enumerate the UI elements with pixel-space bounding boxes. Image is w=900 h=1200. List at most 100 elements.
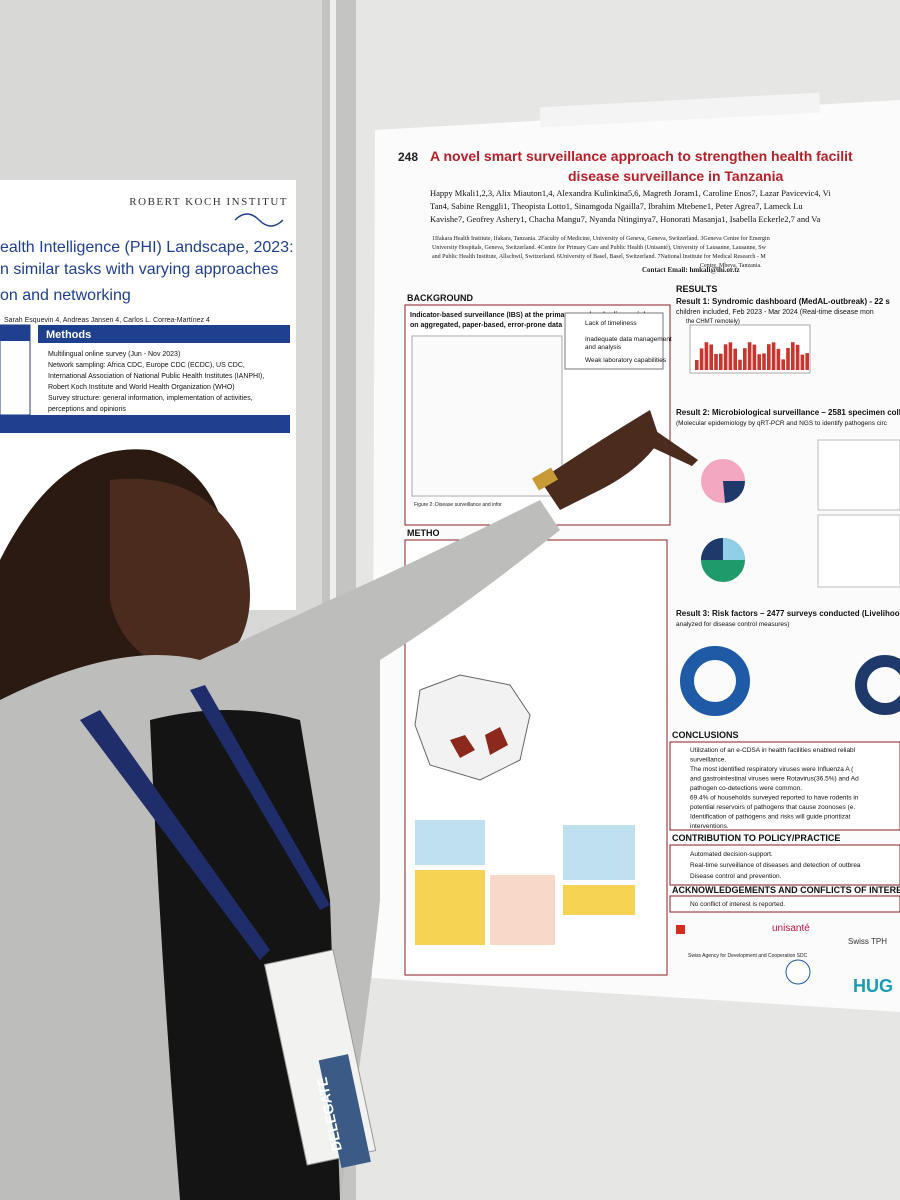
bar-chart (817, 514, 900, 588)
bar-chart (817, 439, 900, 511)
list-line: Tan4, Sabine Renggli1, Theopista Lotto1,… (430, 201, 803, 211)
issue: Lack of timeliness (585, 320, 637, 327)
list-line: Happy Mkali1,2,3, Alix Miauton1,4, Alexa… (430, 188, 831, 198)
conclusions-box (669, 741, 900, 831)
ack-list: No conflict of interest is reported. (690, 901, 785, 908)
logo-seal (785, 959, 811, 985)
list-line: Automated decision-support. (690, 851, 773, 858)
ack-box (669, 895, 900, 913)
poster-title: A novel smart surveillance approach to s… (430, 148, 853, 164)
dashboard-bar (699, 348, 704, 370)
poster-title: disease surveillance in Tanzania (568, 168, 783, 184)
background-intro: Indicator-based surveillance (IBS) at th… (410, 312, 649, 319)
list-line: No conflict of interest is reported. (690, 901, 785, 908)
dashboard-bar (714, 353, 718, 370)
list-line: International Association of National Pu… (48, 373, 264, 380)
dashboard-bar (786, 347, 790, 370)
institute: ROBERT KOCH INSTITUT (129, 196, 288, 208)
section-heading: METHO (407, 528, 440, 538)
tape (539, 92, 821, 128)
list-line: Survey structure: general information, i… (48, 395, 253, 402)
dashboard-bar (762, 353, 766, 370)
logo: Swiss Agency for Development and Coopera… (688, 953, 808, 959)
list-line: surveillance. (690, 757, 726, 764)
map-region (485, 727, 508, 755)
contribution-box (669, 844, 900, 886)
badge-strip (318, 1054, 371, 1168)
list-line: Robert Koch Institute and World Health O… (48, 384, 235, 391)
dashboard-bar (767, 344, 771, 370)
list-line: Multilingual online survey (Jun - Nov 20… (48, 351, 180, 358)
affiliation-line: University Hospitals, Geneva, Switzerlan… (432, 244, 767, 251)
list-line: and gastrointestinal viruses were Rotavi… (690, 776, 859, 783)
list-line: interventions. (690, 823, 729, 830)
dashboard-bar (800, 354, 805, 370)
issue: and analysis (585, 344, 622, 351)
dashboard-bar (719, 353, 723, 370)
result-line: Result 3: Risk factors – 2477 surveys co… (676, 609, 900, 618)
section-heading: RESULTS (676, 284, 717, 294)
result-line: analyzed for disease control measures) (676, 621, 789, 628)
methods-header (38, 325, 290, 343)
dashboard-bar (733, 348, 737, 370)
affiliation-line: 1Ifakara Health Institute, Ifakara, Tanz… (432, 235, 770, 242)
watch (531, 467, 559, 491)
finger (636, 420, 698, 466)
background-intro: on aggregated, paper-based, error-prone … (410, 322, 562, 329)
list-line: 69.4% of households surveyed reported to… (690, 795, 859, 802)
result-line: (Molecular epidemiology by qRT-PCR and N… (676, 420, 888, 427)
issue: Inadequate data management (585, 336, 672, 343)
affiliation-line: Centre, Mbeya, Tanzania. (700, 263, 762, 269)
result-line: Result 2: Microbiological surveillance –… (676, 408, 900, 417)
list-line: Utilization of an e-CDSA in health facil… (690, 747, 856, 754)
dashboard-bars (695, 342, 809, 370)
dashboard-bar (781, 359, 785, 370)
dashboard-bar (752, 344, 757, 370)
flow-box (563, 885, 635, 915)
methods-bullets: Multilingual online survey (Jun - Nov 20… (48, 351, 264, 413)
dashboard-bar (791, 342, 795, 370)
left-authors: Sarah Esquevin 4, Andreas Jansen 4, Carl… (4, 317, 210, 324)
arm (540, 410, 660, 510)
logo: HUG (853, 976, 893, 996)
list-line: Disease control and prevention. (690, 873, 782, 880)
swiss-flag (676, 925, 685, 934)
conclusions-list: Utilization of an e-CDSA in health facil… (690, 747, 859, 830)
result-line: children included, Feb 2023 - Mar 2024 (… (676, 309, 874, 316)
logo: Swiss TPH (848, 937, 887, 946)
contribution-list: Automated decision-support. Real-time sur… (690, 851, 861, 880)
flow-box (563, 825, 635, 880)
result-line: the CHMT remotely) (686, 319, 740, 325)
list-line: Real-time surveillance of diseases and d… (690, 862, 861, 869)
dashboard-bar (757, 354, 761, 370)
flow-box (415, 870, 485, 945)
list-line: Identification of pathogens and risks wi… (690, 814, 851, 821)
lanyard (80, 710, 270, 960)
contact: Contact Email: hmkali@ihi.or.tz (642, 266, 740, 274)
dashboard-bar (795, 344, 800, 370)
dashboard-bar (723, 344, 728, 370)
donut-chart (855, 655, 900, 715)
section-heading: BACKGROUND (407, 293, 473, 303)
result-line: Result 1: Syndromic dashboard (MedAL-out… (676, 297, 890, 306)
list-line: pathogen co-detections were common. (690, 785, 802, 792)
left-band (0, 415, 290, 433)
authors: Happy Mkali1,2,3, Alix Miauton1,4, Alexa… (430, 188, 831, 269)
dashboard-bar (704, 342, 709, 370)
issue: Weak laboratory capabilities (585, 357, 667, 364)
rki-logo (234, 213, 284, 227)
figure-caption: Figure 2: Disease surveillance and infor (414, 502, 502, 508)
dashboard-bar (747, 342, 752, 370)
affiliation-line: and Public Health Institute, Allschwil, … (432, 253, 766, 260)
list-line: The most identified respiratory viruses … (690, 766, 854, 773)
dashboard-bar (728, 342, 733, 370)
list-line: potential reservoirs of pathogens that c… (690, 804, 855, 811)
pie-slice (723, 538, 745, 560)
list-line: perceptions and opinions (48, 406, 126, 413)
pie-slice (701, 538, 723, 560)
poster-number: 248 (398, 150, 418, 164)
methods-heading: Methods (46, 329, 91, 341)
pie-slice (723, 481, 746, 503)
issues-box (564, 312, 664, 370)
